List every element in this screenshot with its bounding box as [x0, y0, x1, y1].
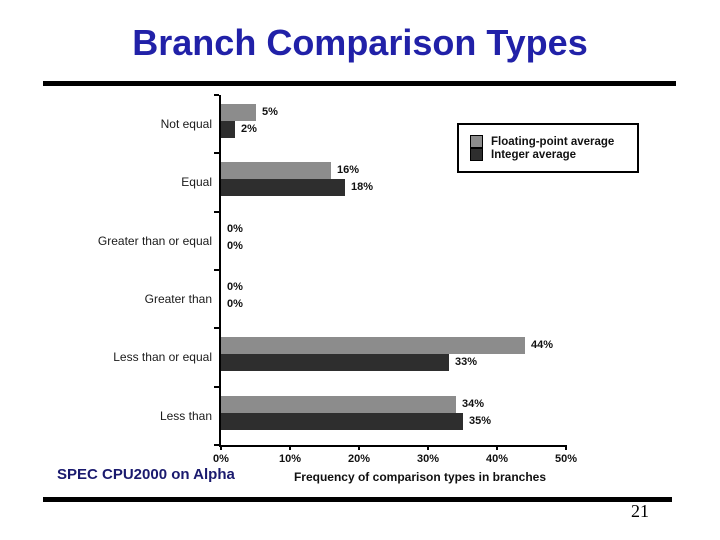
bar-floating-point [221, 162, 331, 180]
bar-integer [221, 179, 345, 197]
top-divider-rule [43, 81, 676, 86]
legend-label: Floating-point average [491, 135, 615, 148]
legend-items: Floating-point average Integer average [470, 135, 637, 161]
x-axis-tick [496, 445, 498, 450]
bottom-divider-rule [43, 497, 672, 502]
y-axis-tick [214, 443, 219, 446]
category-label: Greater than or equal [97, 233, 212, 248]
y-axis-tick [214, 268, 219, 271]
bar-group: Not equal 5% 2% [161, 94, 567, 155]
legend-swatch-floating-point [470, 135, 483, 148]
y-axis-tick [214, 385, 219, 388]
x-axis-tick [289, 445, 291, 450]
slide-title: Branch Comparison Types [132, 22, 588, 63]
bar-value-label: 0% [227, 222, 243, 235]
bar-value-label: 0% [227, 297, 243, 310]
x-axis-tick-label: 20% [347, 453, 371, 465]
source-note: SPEC CPU2000 on Alpha [57, 466, 235, 483]
y-axis-tick [214, 210, 219, 213]
bar-group: Less than 34% 35% [160, 387, 567, 446]
bar-floating-point [221, 337, 525, 355]
plot-area: Not equal 5% 2% Equal 16% 18% Greater than or … [98, 94, 577, 465]
x-axis-tick [220, 445, 222, 450]
bar-value-label: 35% [469, 414, 492, 427]
legend-item: Integer average [470, 148, 637, 161]
x-axis-tick-label: 0% [213, 453, 229, 465]
category-label: Less than or equal [113, 350, 212, 365]
legend-swatch-integer [470, 148, 483, 161]
bar-integer [221, 121, 235, 138]
bar-value-label: 16% [337, 164, 360, 177]
x-axis-tick-label: 50% [554, 453, 578, 465]
y-axis-tick [214, 327, 219, 330]
category-label: Equal [181, 175, 212, 190]
category-label: Not equal [160, 117, 212, 132]
bar-value-label: 0% [227, 280, 243, 293]
bar-value-label: 0% [227, 239, 243, 252]
x-axis-tick [565, 445, 567, 450]
bar-floating-point [221, 395, 456, 413]
bar-group: Equal 16% 18% [181, 153, 567, 213]
y-axis-tick [214, 152, 219, 155]
x-axis-tick [427, 445, 429, 450]
bar-value-label: 34% [462, 397, 485, 410]
bar-group: Greater than 0% 0% [145, 270, 567, 330]
y-axis-tick [214, 94, 219, 96]
bar-value-label: 33% [455, 356, 478, 369]
legend: Floating-point average Integer average [457, 123, 639, 173]
bar-integer [221, 354, 449, 372]
category-label: Greater than [144, 292, 212, 307]
bar-group: Greater than or equal 0% 0% [98, 212, 567, 271]
legend-item: Floating-point average [470, 135, 637, 148]
x-axis-tick-label: 30% [416, 453, 440, 465]
bar-value-label: 5% [262, 106, 278, 118]
page-number: 21 [631, 501, 649, 521]
bar-value-label: 44% [531, 339, 554, 352]
bar-groups: Not equal 5% 2% Equal 16% 18% Greater than or … [98, 94, 567, 446]
x-axis-tick-label: 40% [485, 453, 509, 465]
x-axis-tick-label: 10% [278, 453, 302, 465]
bar-group: Less than or equal 44% 33% [113, 328, 567, 388]
category-label: Less than [159, 408, 212, 423]
legend-label: Integer average [491, 148, 577, 161]
bar-value-label: 18% [351, 181, 374, 194]
chart-caption: Frequency of comparison types in branche… [293, 470, 547, 484]
bar-floating-point [221, 104, 256, 121]
bar-value-label: 2% [241, 123, 257, 135]
bar-integer [221, 412, 463, 430]
x-axis-tick [358, 445, 360, 450]
